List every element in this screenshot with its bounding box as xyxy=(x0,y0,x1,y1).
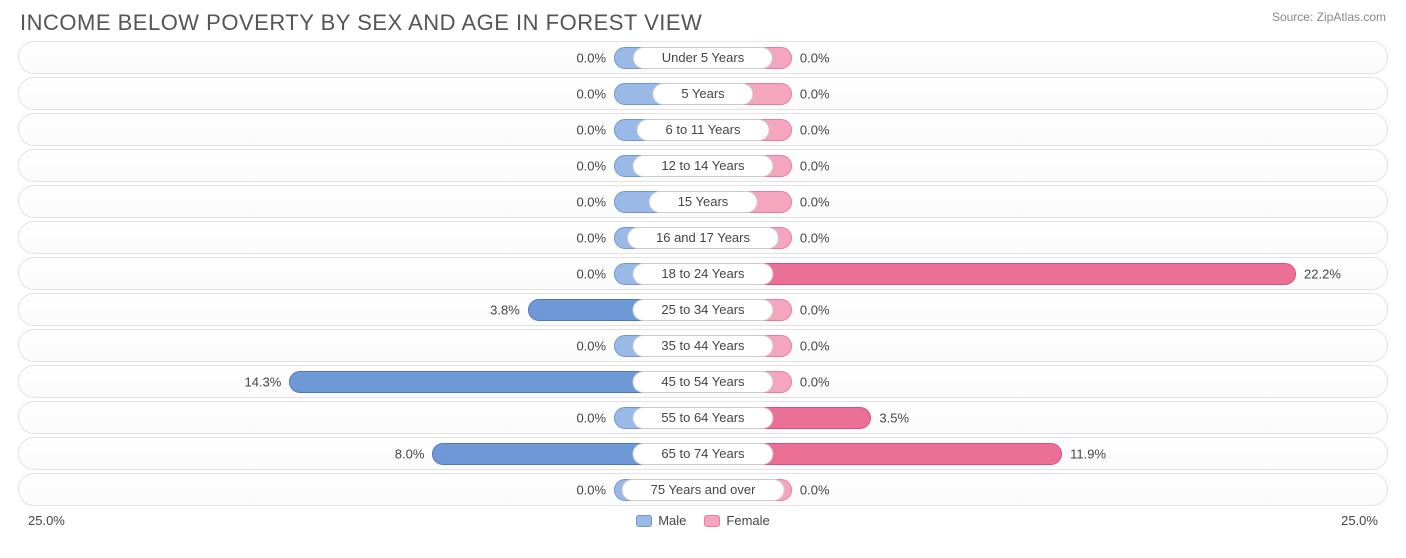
axis-left-max: 25.0% xyxy=(28,513,65,528)
female-swatch-icon xyxy=(704,515,720,527)
male-value-label: 8.0% xyxy=(395,446,425,461)
chart-row: 65 to 74 Years 8.0% 11.9% xyxy=(18,437,1388,470)
male-value-label: 0.0% xyxy=(576,86,606,101)
male-value-label: 0.0% xyxy=(576,410,606,425)
male-value-label: 14.3% xyxy=(244,374,281,389)
legend-item-female: Female xyxy=(704,513,769,528)
male-value-label: 0.0% xyxy=(576,158,606,173)
chart-source: Source: ZipAtlas.com xyxy=(1272,10,1386,24)
chart-row: 45 to 54 Years 14.3% 0.0% xyxy=(18,365,1388,398)
chart-row: 55 to 64 Years 0.0% 3.5% xyxy=(18,401,1388,434)
chart-row: 25 to 34 Years 3.8% 0.0% xyxy=(18,293,1388,326)
chart-row: 35 to 44 Years 0.0% 0.0% xyxy=(18,329,1388,362)
female-value-label: 0.0% xyxy=(800,230,830,245)
female-value-label: 0.0% xyxy=(800,50,830,65)
chart-row: 16 and 17 Years 0.0% 0.0% xyxy=(18,221,1388,254)
male-value-label: 0.0% xyxy=(576,230,606,245)
male-value-label: 0.0% xyxy=(576,122,606,137)
chart-row: 18 to 24 Years 0.0% 22.2% xyxy=(18,257,1388,290)
age-group-label: 12 to 14 Years xyxy=(632,155,773,177)
age-group-label: 75 Years and over xyxy=(622,479,785,501)
female-value-label: 0.0% xyxy=(800,194,830,209)
chart-row: 6 to 11 Years 0.0% 0.0% xyxy=(18,113,1388,146)
age-group-label: 55 to 64 Years xyxy=(632,407,773,429)
chart-area: Under 5 Years0.0%0.0%5 Years0.0%0.0%6 to… xyxy=(0,41,1406,506)
age-group-label: 45 to 54 Years xyxy=(632,371,773,393)
female-value-label: 11.9% xyxy=(1070,446,1106,461)
female-value-label: 0.0% xyxy=(800,482,830,497)
male-value-label: 3.8% xyxy=(490,302,520,317)
female-value-label: 0.0% xyxy=(800,302,830,317)
female-value-label: 0.0% xyxy=(800,338,830,353)
chart-row: 12 to 14 Years 0.0% 0.0% xyxy=(18,149,1388,182)
age-group-label: 25 to 34 Years xyxy=(632,299,773,321)
chart-row: 75 Years and over 0.0% 0.0% xyxy=(18,473,1388,506)
legend-item-male: Male xyxy=(636,513,686,528)
chart-row: 15 Years 0.0% 0.0% xyxy=(18,185,1388,218)
age-group-label: 5 Years xyxy=(652,83,753,105)
age-group-label: Under 5 Years xyxy=(633,47,773,69)
chart-title: INCOME BELOW POVERTY BY SEX AND AGE IN F… xyxy=(20,10,702,36)
male-value-label: 0.0% xyxy=(576,482,606,497)
age-group-label: 18 to 24 Years xyxy=(632,263,773,285)
axis-right-max: 25.0% xyxy=(1341,513,1378,528)
age-group-label: 15 Years xyxy=(649,191,758,213)
male-value-label: 0.0% xyxy=(576,338,606,353)
chart-row: Under 5 Years 0.0% 0.0% xyxy=(18,41,1388,74)
male-value-label: 0.0% xyxy=(576,50,606,65)
chart-header: INCOME BELOW POVERTY BY SEX AND AGE IN F… xyxy=(0,0,1406,41)
female-value-label: 0.0% xyxy=(800,86,830,101)
female-bar xyxy=(703,263,1296,285)
female-value-label: 3.5% xyxy=(879,410,909,425)
age-group-label: 65 to 74 Years xyxy=(632,443,773,465)
male-value-label: 0.0% xyxy=(576,266,606,281)
age-group-label: 16 and 17 Years xyxy=(627,227,779,249)
age-group-label: 35 to 44 Years xyxy=(632,335,773,357)
male-value-label: 0.0% xyxy=(576,194,606,209)
chart-footer: 25.0% Male Female 25.0% xyxy=(0,509,1406,528)
legend: Male Female xyxy=(636,513,770,528)
female-value-label: 0.0% xyxy=(800,158,830,173)
male-swatch-icon xyxy=(636,515,652,527)
legend-female-label: Female xyxy=(726,513,769,528)
legend-male-label: Male xyxy=(658,513,686,528)
female-value-label: 0.0% xyxy=(800,374,830,389)
chart-row: 5 Years 0.0% 0.0% xyxy=(18,77,1388,110)
age-group-label: 6 to 11 Years xyxy=(637,119,770,141)
female-value-label: 22.2% xyxy=(1304,266,1341,281)
female-value-label: 0.0% xyxy=(800,122,830,137)
